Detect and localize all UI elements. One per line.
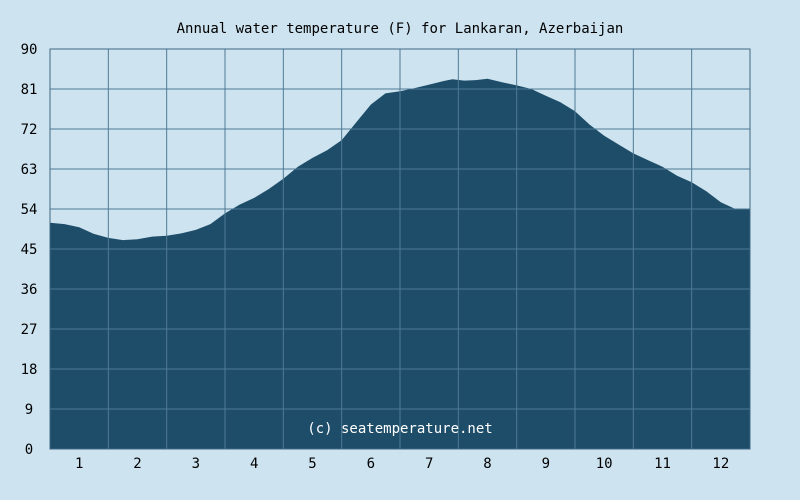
x-tick-label: 5 (308, 456, 316, 472)
x-tick-label: 8 (483, 456, 491, 472)
chart-title: Annual water temperature (F) for Lankara… (177, 21, 624, 37)
y-tick-label: 81 (21, 82, 38, 98)
y-tick-label: 45 (21, 242, 38, 258)
y-tick-label: 27 (21, 322, 38, 338)
y-axis: 0 9 18 27 36 45 54 63 72 81 90 (21, 42, 38, 458)
y-tick-label: 36 (21, 282, 38, 298)
x-tick-label: 3 (192, 456, 200, 472)
x-tick-label: 12 (712, 456, 729, 472)
watermark-text: (c) seatemperature.net (307, 421, 492, 437)
x-tick-label: 10 (596, 456, 613, 472)
y-tick-label: 90 (21, 42, 38, 58)
y-tick-label: 9 (25, 402, 33, 418)
x-tick-label: 4 (250, 456, 258, 472)
y-tick-label: 63 (21, 162, 38, 178)
x-tick-label: 9 (542, 456, 550, 472)
x-tick-label: 11 (654, 456, 671, 472)
x-tick-label: 6 (367, 456, 375, 472)
x-tick-label: 2 (133, 456, 141, 472)
x-tick-label: 7 (425, 456, 433, 472)
y-tick-label: 72 (21, 122, 38, 138)
y-tick-label: 0 (25, 442, 33, 458)
y-tick-label: 18 (21, 362, 38, 378)
y-tick-label: 54 (21, 202, 38, 218)
x-tick-label: 1 (75, 456, 83, 472)
plot-frame (49, 48, 751, 450)
x-axis: 1 2 3 4 5 6 7 8 9 10 11 12 (75, 456, 729, 472)
